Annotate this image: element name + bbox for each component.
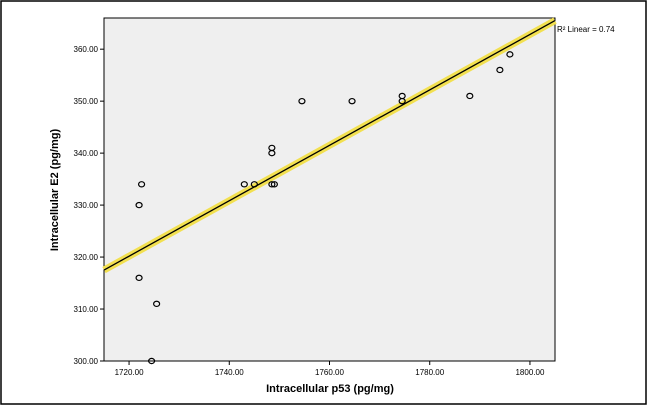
x-tick-label: 1780.00 xyxy=(415,368,444,377)
y-tick-label: 340.00 xyxy=(74,149,99,158)
data-point xyxy=(348,97,356,105)
data-point xyxy=(268,181,276,188)
data-point xyxy=(506,51,514,58)
y-tick-label: 350.00 xyxy=(74,97,99,106)
x-tick-label: 1760.00 xyxy=(315,368,344,377)
data-point xyxy=(240,181,248,188)
y-axis-title: Intracellular E2 (pg/mg) xyxy=(49,129,61,252)
data-point xyxy=(398,97,406,105)
x-tick-label: 1740.00 xyxy=(215,368,244,377)
x-tick-label: 1720.00 xyxy=(115,368,144,377)
data-point xyxy=(148,357,156,365)
data-point xyxy=(270,181,278,188)
y-tick-label: 320.00 xyxy=(74,253,99,262)
fit-line xyxy=(103,20,556,271)
y-tick-label: 300.00 xyxy=(74,357,99,366)
data-point xyxy=(466,92,474,100)
data-point xyxy=(250,181,258,188)
x-tick-label: 1800.00 xyxy=(515,368,544,377)
data-point xyxy=(268,149,276,157)
y-tick-label: 310.00 xyxy=(74,305,99,314)
fit-label: R² Linear = 0.74 xyxy=(557,25,615,34)
y-tick-label: 330.00 xyxy=(74,201,99,210)
data-point xyxy=(298,97,306,105)
x-axis-ticks: 1720.00 1740.00 1760.00 1780.00 1800.00 xyxy=(115,361,545,377)
data-point xyxy=(496,66,504,74)
data-point xyxy=(153,300,161,308)
data-point xyxy=(135,274,143,282)
data-points xyxy=(135,51,514,365)
fit-line-group xyxy=(102,17,557,274)
y-tick-label: 360.00 xyxy=(74,45,99,54)
data-point xyxy=(135,201,143,209)
plot-area xyxy=(103,17,556,362)
y-axis-ticks: 300.00 310.00 320.00 330.00 340.00 350.00 360.… xyxy=(74,45,104,366)
x-axis-title: Intracellular p53 (pg/mg) xyxy=(266,383,394,395)
data-point xyxy=(137,181,146,188)
